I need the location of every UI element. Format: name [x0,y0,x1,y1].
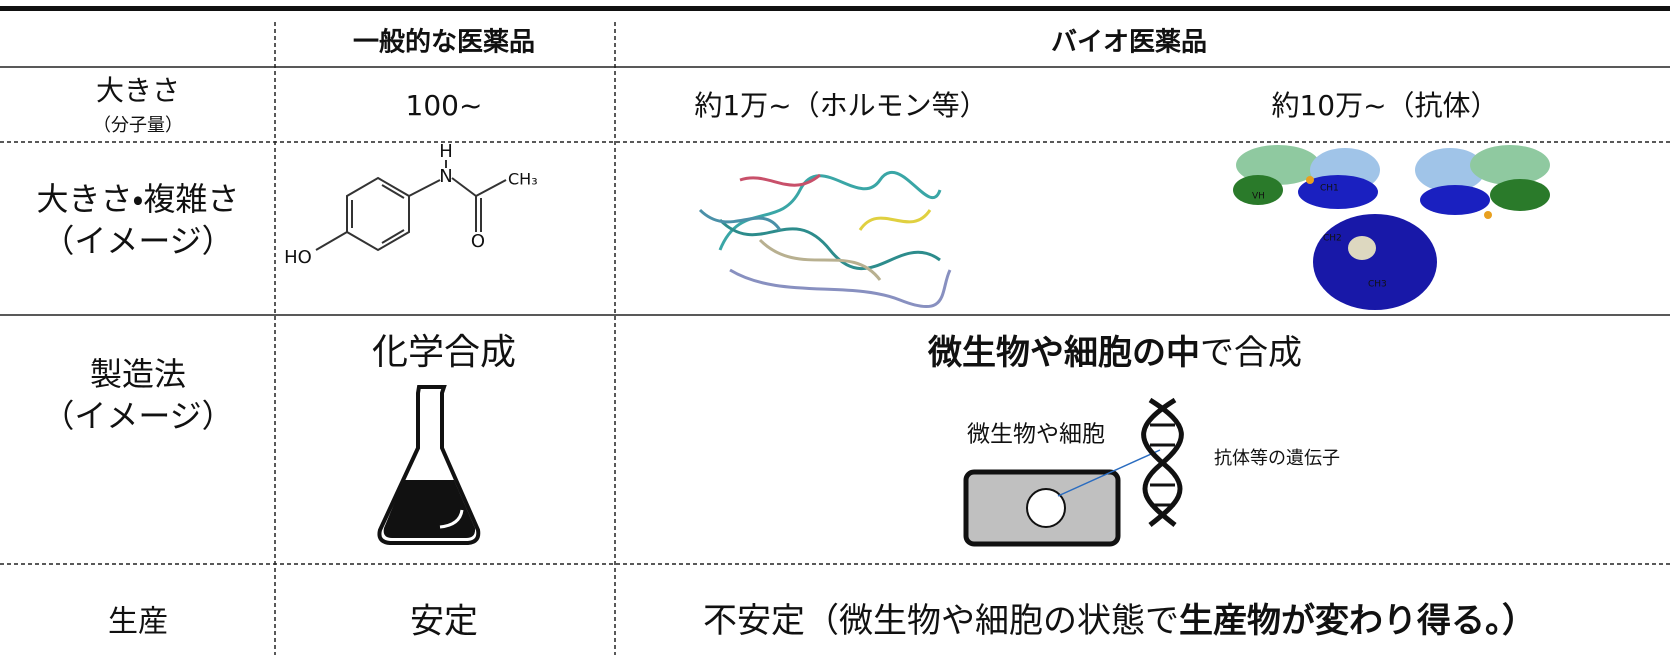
connector [1057,449,1161,497]
row-sublabel: （イメージ） [42,222,233,260]
bio-production-normal: 不安定（微生物や細胞の状態で [703,601,1179,641]
row-label: 大きさ・複雑さ [37,180,240,218]
bio-production-bold: 生産物が変わり得る。） [1179,601,1536,641]
bio-size: 約1万~（ホルモン等） [694,89,987,122]
antibody-image [1233,145,1550,310]
row-label: 生産 [108,605,168,640]
bio-size: 約10万~（抗体） [1271,89,1498,122]
bio-method: 微生物や細胞の中で合成 [927,333,1302,373]
atom-label: CH₃ [508,170,538,189]
row-label: 大きさ [96,74,180,107]
flask-icon [377,385,481,545]
cell-label: 微生物や細胞 [967,422,1105,448]
row-label: 製造法 [90,355,186,393]
nucleus-icon [1026,488,1066,528]
top-border [0,6,1670,11]
protein-image [698,170,952,308]
atom-label: N [439,166,452,187]
bio-production: 不安定（微生物や細胞の状態で生産物が変わり得る。） [703,601,1536,641]
gene-label: 抗体等の遺伝子 [1214,448,1340,469]
general-method: 化学合成 [372,332,516,373]
general-production: 安定 [410,602,478,642]
general-size: 100~ [406,89,483,122]
header-bio: バイオ医薬品 [1051,28,1207,58]
bio-method-bold: 微生物や細胞の中 [927,333,1200,373]
atom-label: O [471,231,485,252]
atom-label: H [439,141,453,162]
antibody-label: VH [1252,192,1265,202]
dna-icon [1141,397,1184,527]
antibody-label: CH2 [1323,234,1342,244]
antibody-label: CH1 [1320,184,1339,194]
chemical-structure [315,160,507,252]
bio-method-normal: で合成 [1200,333,1302,373]
row-sublabel: （分子量） [93,115,183,136]
atom-label: HO [284,247,312,268]
row-sublabel: （イメージ） [42,397,233,435]
antibody-label: CH3 [1368,280,1387,290]
header-general: 一般的な医薬品 [353,27,535,58]
